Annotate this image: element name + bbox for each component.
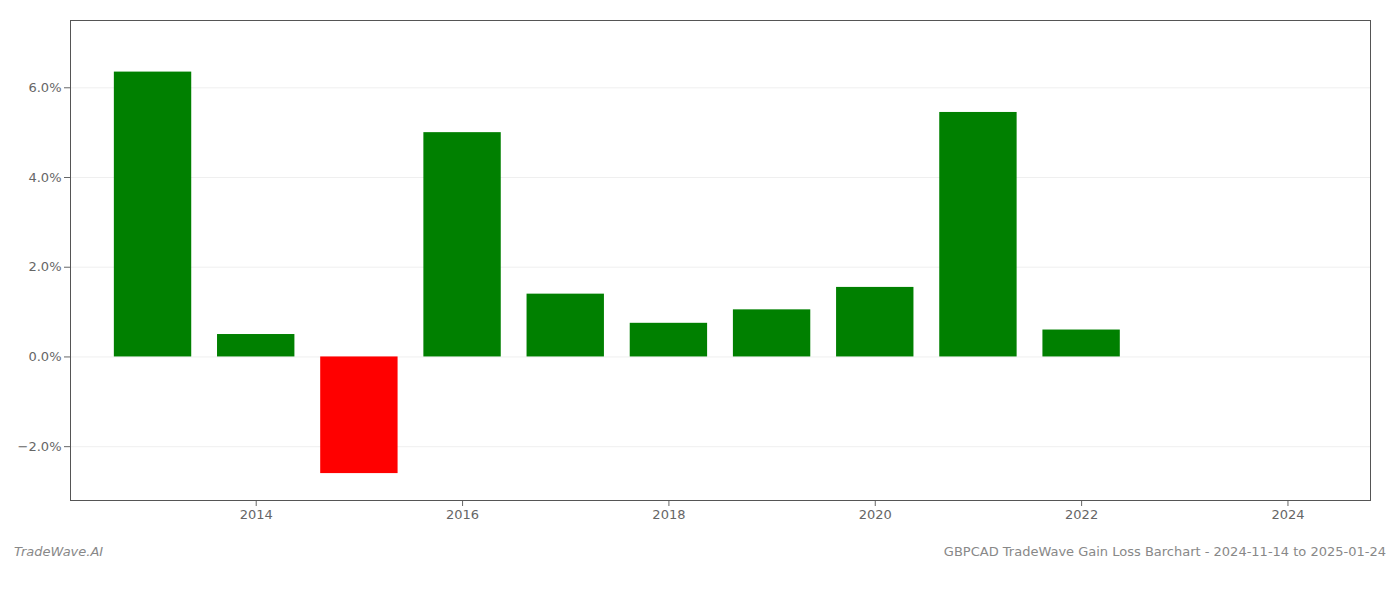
svg-text:2020: 2020 <box>859 507 892 522</box>
svg-text:2014: 2014 <box>240 507 273 522</box>
svg-text:2022: 2022 <box>1065 507 1098 522</box>
svg-text:2.0%: 2.0% <box>28 259 61 274</box>
html-text:GBPCAD TradeWave Gain Loss Bar: GBPCAD TradeWave Gain Loss Barchart - 20… <box>943 544 1386 559</box>
svg-text:6.0%: 6.0% <box>28 80 61 95</box>
html-text:TradeWave.AI: TradeWave.AI <box>14 544 104 559</box>
svg-text:2016: 2016 <box>446 507 479 522</box>
svg-text:4.0%: 4.0% <box>28 170 61 185</box>
svg-text:0.0%: 0.0% <box>28 349 61 364</box>
svg-text:2024: 2024 <box>1271 507 1304 522</box>
svg-text:2018: 2018 <box>652 507 685 522</box>
svg-text:−2.0%: −2.0% <box>18 439 62 454</box>
